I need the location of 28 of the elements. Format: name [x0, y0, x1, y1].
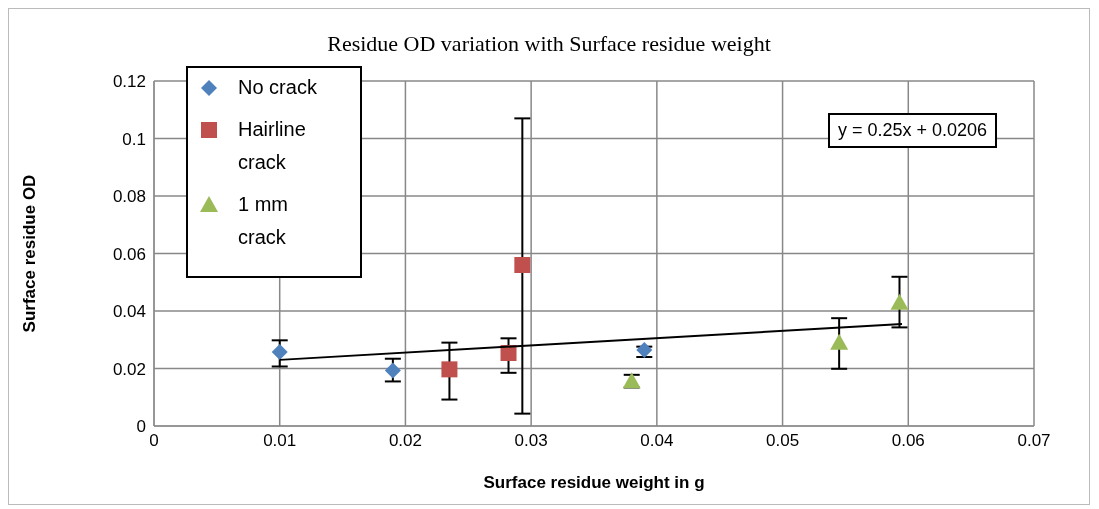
x-tick-label: 0.03 — [514, 431, 548, 451]
annotation: y = 0.25x + 0.0206 — [827, 113, 997, 148]
y-tick-label: 0.08 — [112, 187, 146, 207]
x-tick-label: 0.01 — [263, 431, 297, 451]
point — [441, 361, 458, 378]
y-tick-label: 0.06 — [112, 244, 146, 264]
legend-label: No crack — [238, 75, 318, 100]
point — [271, 344, 288, 361]
legend-label: Hairline crack — [238, 117, 307, 175]
x-tick-label: 0.06 — [891, 431, 925, 451]
y-tick-label: 0 — [136, 417, 146, 437]
y-tick-label: 0.02 — [112, 359, 146, 379]
point — [890, 293, 909, 310]
y-axis-title: Surface residue OD — [20, 174, 40, 333]
x-tick-label: 0.02 — [388, 431, 422, 451]
point — [384, 362, 401, 379]
y-tick-label: 0.12 — [112, 72, 146, 92]
point — [830, 333, 849, 350]
y-tick-label: 0.1 — [122, 129, 146, 149]
x-tick-label: 0.05 — [766, 431, 800, 451]
legend-label: 1 mm crack — [238, 192, 289, 250]
x-tick-label: 0.04 — [640, 431, 674, 451]
point — [514, 257, 531, 273]
x-tick-label: 0 — [149, 431, 159, 451]
chart-title: Residue OD variation with Surface residue weight — [326, 31, 772, 57]
y-tick-label: 0.04 — [112, 302, 146, 322]
x-axis-title: Surface residue weight in g — [483, 473, 705, 492]
x-tick-label: 0.07 — [1017, 431, 1051, 451]
